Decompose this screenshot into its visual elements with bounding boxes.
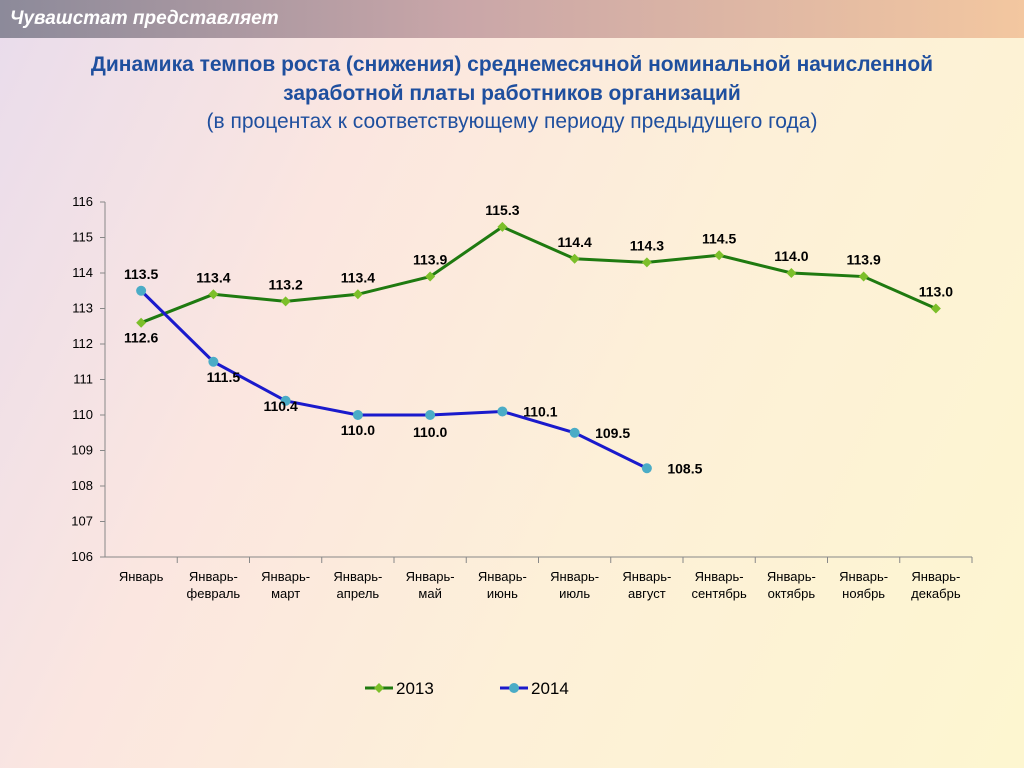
- legend-label: 2014: [531, 679, 569, 698]
- x-tick-label-line: Январь-: [261, 569, 310, 584]
- y-tick-label: 114: [72, 265, 93, 280]
- marker: [208, 356, 219, 367]
- y-tick-label: 106: [71, 549, 93, 564]
- x-tick-label-line: май: [418, 586, 441, 601]
- x-tick-label-line: июнь: [487, 586, 518, 601]
- data-label: 108.5: [667, 460, 702, 476]
- x-tick-label-line: март: [271, 586, 300, 601]
- x-tick-label: Январь-август: [622, 569, 671, 601]
- x-tick-label: Январь-сентябрь: [691, 569, 747, 601]
- marker: [136, 317, 147, 328]
- x-tick-label: Январь-июль: [550, 569, 599, 601]
- data-label: 114.5: [702, 230, 736, 246]
- y-tick-label: 116: [72, 194, 93, 209]
- x-tick-label-line: Январь-: [333, 569, 382, 584]
- marker: [786, 268, 797, 278]
- marker: [641, 257, 652, 268]
- x-tick-label: Январь-ноябрь: [839, 569, 888, 601]
- marker: [497, 221, 508, 232]
- y-tick-label: 107: [71, 514, 93, 529]
- y-tick-label: 113: [72, 301, 93, 316]
- x-tick-label: Январь-октябрь: [767, 569, 816, 601]
- data-label: 113.9: [413, 252, 447, 268]
- marker: [641, 463, 652, 474]
- data-label: 110.4: [263, 398, 297, 414]
- x-tick-label: Январь-декабрь: [911, 569, 961, 601]
- x-tick-label-line: август: [628, 586, 666, 601]
- x-tick-label-line: Январь-: [478, 569, 527, 584]
- x-tick-label-line: октябрь: [768, 586, 816, 601]
- x-tick-label-line: декабрь: [911, 586, 961, 601]
- x-tick-label-line: Январь-: [839, 569, 888, 584]
- x-tick-label-line: Январь-: [406, 569, 455, 584]
- x-tick-label-line: Январь-: [695, 569, 744, 584]
- x-tick-label-line: Январь-: [189, 569, 238, 584]
- y-tick-label: 115: [72, 230, 93, 245]
- marker: [930, 303, 941, 314]
- marker: [208, 289, 219, 300]
- x-tick-label-line: апрель: [337, 586, 380, 601]
- data-label: 113.4: [341, 269, 375, 285]
- x-tick-label: Январь: [119, 569, 164, 584]
- data-label: 113.9: [846, 252, 880, 268]
- x-tick-label-line: Январь-: [550, 569, 599, 584]
- data-label: 114.4: [557, 234, 591, 250]
- data-label: 110.0: [413, 424, 447, 440]
- chart-subtitle: (в процентах к соответствующему периоду …: [206, 110, 818, 133]
- marker: [136, 285, 147, 296]
- data-label: 111.5: [207, 369, 241, 385]
- x-tick-label: Январь-март: [261, 569, 310, 601]
- data-label: 113.5: [124, 266, 158, 282]
- data-label: 113.4: [196, 269, 230, 285]
- y-tick-label: 109: [71, 443, 93, 458]
- x-tick-label-line: Январь-: [767, 569, 816, 584]
- x-tick-label-line: июль: [559, 586, 590, 601]
- chart-title: Динамика темпов роста (снижения) среднем…: [90, 53, 934, 105]
- legend-marker: [374, 683, 384, 693]
- x-tick-label-line: ноябрь: [842, 586, 885, 601]
- data-label: 114.0: [774, 248, 808, 264]
- series-line: [140, 289, 648, 470]
- data-label: 109.5: [595, 425, 630, 441]
- x-tick-label-line: Январь-: [911, 569, 960, 584]
- y-tick-label: 111: [73, 372, 93, 387]
- marker: [425, 271, 436, 282]
- data-label: 114.3: [630, 237, 664, 253]
- x-tick-label: Январь-июнь: [478, 569, 527, 601]
- marker: [352, 289, 363, 300]
- header: Чувашстат представляет: [10, 8, 279, 29]
- y-tick-label: 108: [71, 478, 93, 493]
- x-tick-label-line: февраль: [187, 586, 241, 601]
- marker: [497, 406, 508, 417]
- legend-marker: [509, 683, 519, 693]
- data-label: 112.6: [124, 330, 158, 346]
- y-tick-label: 112: [72, 336, 93, 351]
- marker: [569, 427, 580, 438]
- x-tick-label: Январь-апрель: [333, 569, 382, 601]
- x-tick-label: Январь-февраль: [187, 569, 241, 601]
- marker: [280, 395, 291, 406]
- marker: [569, 253, 580, 264]
- x-tick-label-line: сентябрь: [691, 586, 747, 601]
- data-label: 110.0: [341, 422, 375, 438]
- data-label: 115.3: [485, 202, 519, 218]
- data-label: 113.2: [268, 276, 302, 292]
- series-line: [140, 225, 937, 325]
- marker: [425, 410, 436, 420]
- marker: [858, 271, 869, 282]
- data-label: 110.1: [523, 403, 557, 419]
- marker: [714, 250, 725, 261]
- marker: [352, 410, 363, 420]
- x-tick-label: Январь-май: [406, 569, 455, 601]
- header-bar: Чувашстат представляет: [0, 0, 1024, 38]
- y-tick-label: 110: [72, 407, 93, 422]
- legend-label: 2013: [396, 679, 434, 698]
- data-label: 113.0: [919, 284, 953, 300]
- marker: [280, 296, 291, 307]
- x-tick-label-line: Январь-: [622, 569, 671, 584]
